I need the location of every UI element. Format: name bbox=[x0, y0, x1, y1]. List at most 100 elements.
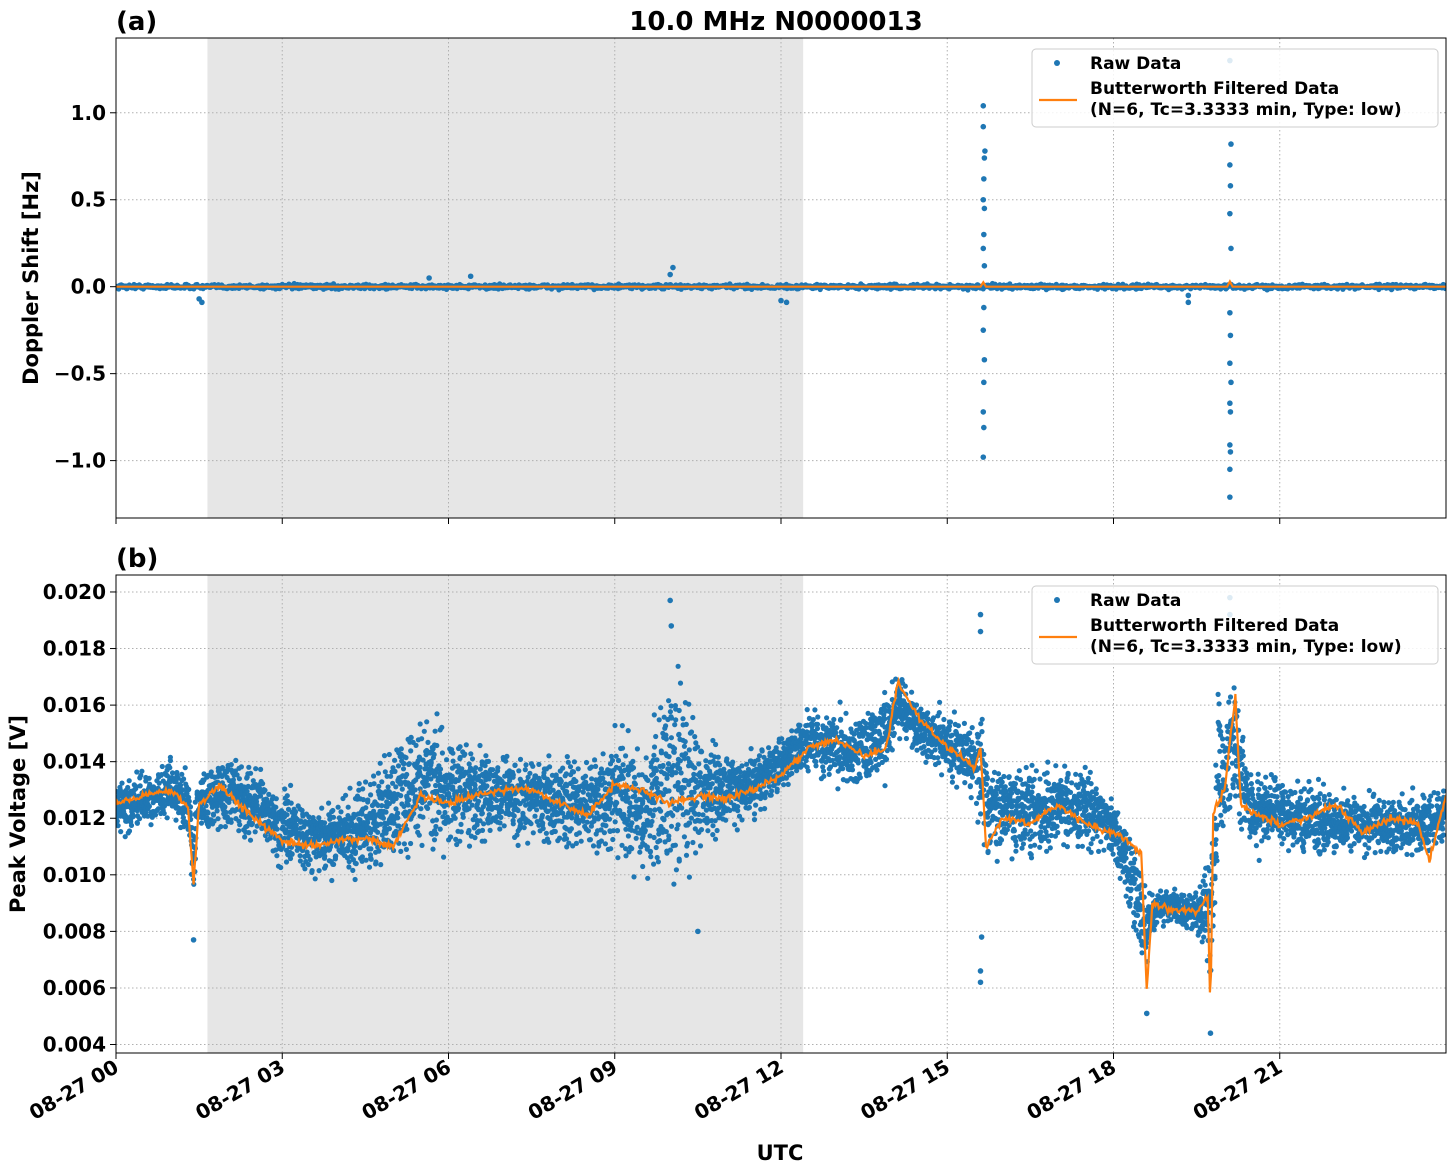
raw-data-point bbox=[690, 839, 696, 846]
raw-data-point bbox=[356, 787, 362, 793]
raw-data-point bbox=[673, 717, 679, 723]
raw-data-point bbox=[128, 822, 135, 829]
raw-data-point bbox=[167, 765, 173, 771]
raw-data-point bbox=[412, 787, 418, 793]
raw-data-point bbox=[433, 823, 439, 830]
raw-data-point bbox=[499, 808, 505, 815]
raw-data-point bbox=[560, 810, 566, 816]
raw-data-outlier bbox=[670, 264, 676, 271]
raw-data-outlier bbox=[1227, 309, 1233, 316]
raw-data-outlier bbox=[1227, 162, 1233, 168]
raw-data-point bbox=[523, 762, 529, 768]
raw-data-point bbox=[233, 757, 239, 764]
raw-data-point bbox=[364, 819, 370, 825]
raw-data-point bbox=[263, 796, 269, 802]
raw-data-point bbox=[653, 775, 660, 781]
raw-data-point bbox=[667, 847, 674, 853]
raw-data-outlier bbox=[1228, 379, 1234, 386]
raw-data-point bbox=[271, 808, 277, 814]
panel-a-doppler: −1.0−0.50.00.51.0(a)Doppler Shift [Hz]Ra… bbox=[19, 7, 1447, 524]
raw-data-point bbox=[568, 826, 575, 832]
raw-data-point bbox=[458, 829, 464, 835]
raw-data-point bbox=[676, 858, 682, 864]
raw-data-point bbox=[218, 824, 224, 830]
raw-data-point bbox=[285, 806, 292, 813]
raw-data-point bbox=[692, 765, 698, 771]
raw-data-point bbox=[608, 846, 614, 852]
raw-data-point bbox=[614, 800, 620, 806]
raw-data-point bbox=[651, 861, 657, 867]
raw-data-point bbox=[623, 753, 629, 759]
raw-data-point bbox=[521, 825, 527, 831]
y-tick-label: −1.0 bbox=[54, 449, 106, 473]
raw-data-point bbox=[363, 857, 369, 863]
raw-data-point bbox=[625, 728, 631, 734]
raw-data-point bbox=[425, 739, 431, 746]
raw-data-outlier bbox=[1227, 183, 1234, 189]
raw-data-point bbox=[234, 772, 240, 778]
raw-data-point bbox=[379, 803, 385, 809]
raw-data-point bbox=[527, 806, 533, 812]
raw-data-point bbox=[368, 792, 374, 798]
raw-data-outlier bbox=[199, 299, 205, 306]
raw-data-point bbox=[398, 779, 404, 786]
raw-data-point bbox=[406, 761, 412, 767]
raw-data-point bbox=[274, 826, 280, 832]
raw-data-point bbox=[440, 814, 446, 820]
raw-data-point bbox=[672, 722, 678, 728]
raw-data-point bbox=[383, 809, 389, 815]
raw-data-point bbox=[448, 817, 454, 823]
raw-data-point bbox=[424, 774, 430, 781]
raw-data-point bbox=[601, 830, 608, 836]
raw-data-point bbox=[549, 772, 556, 778]
raw-data-point bbox=[570, 843, 576, 849]
raw-data-point bbox=[332, 856, 338, 862]
raw-data-point bbox=[653, 733, 659, 740]
raw-data-point bbox=[363, 779, 369, 785]
raw-data-point bbox=[357, 845, 363, 851]
raw-data-point bbox=[419, 736, 425, 742]
raw-data-point bbox=[338, 809, 344, 815]
raw-data-point bbox=[441, 795, 447, 801]
raw-data-point bbox=[274, 853, 280, 859]
raw-data-point bbox=[612, 819, 618, 825]
raw-data-point bbox=[375, 829, 381, 835]
raw-data-point bbox=[666, 754, 672, 760]
raw-data-point bbox=[379, 779, 385, 785]
raw-data-point bbox=[403, 755, 409, 761]
raw-data-point bbox=[663, 829, 669, 835]
raw-data-point bbox=[668, 735, 675, 741]
raw-data-point bbox=[455, 807, 461, 813]
raw-data-outlier bbox=[667, 271, 673, 278]
raw-data-point bbox=[542, 789, 548, 795]
raw-data-point bbox=[560, 765, 566, 771]
raw-data-point bbox=[434, 742, 440, 749]
raw-data-point bbox=[602, 780, 608, 786]
raw-data-point bbox=[530, 763, 536, 769]
raw-data-point bbox=[570, 769, 577, 775]
raw-data-point bbox=[650, 812, 656, 818]
raw-data-point bbox=[444, 757, 450, 763]
raw-data-point bbox=[563, 771, 569, 777]
raw-data-point bbox=[433, 831, 439, 837]
raw-data-point bbox=[346, 864, 352, 870]
raw-data-point bbox=[675, 780, 681, 786]
raw-data-point bbox=[667, 709, 674, 715]
filtered-data-line bbox=[116, 279, 1446, 288]
raw-data-point bbox=[167, 779, 173, 785]
raw-data-point bbox=[648, 854, 654, 860]
raw-data-point bbox=[619, 745, 626, 751]
raw-data-point bbox=[252, 829, 258, 835]
raw-data-point bbox=[186, 786, 192, 793]
raw-data-point bbox=[630, 765, 637, 771]
raw-data-point bbox=[575, 766, 581, 772]
raw-data-point bbox=[382, 769, 388, 775]
legend-raw-marker bbox=[1054, 60, 1060, 66]
raw-data-point bbox=[363, 805, 369, 811]
raw-data-point bbox=[666, 698, 672, 704]
raw-data-point bbox=[477, 742, 483, 749]
raw-data-point bbox=[497, 820, 503, 826]
raw-data-point bbox=[651, 752, 657, 758]
raw-data-point bbox=[658, 781, 664, 787]
raw-data-point bbox=[466, 843, 473, 849]
